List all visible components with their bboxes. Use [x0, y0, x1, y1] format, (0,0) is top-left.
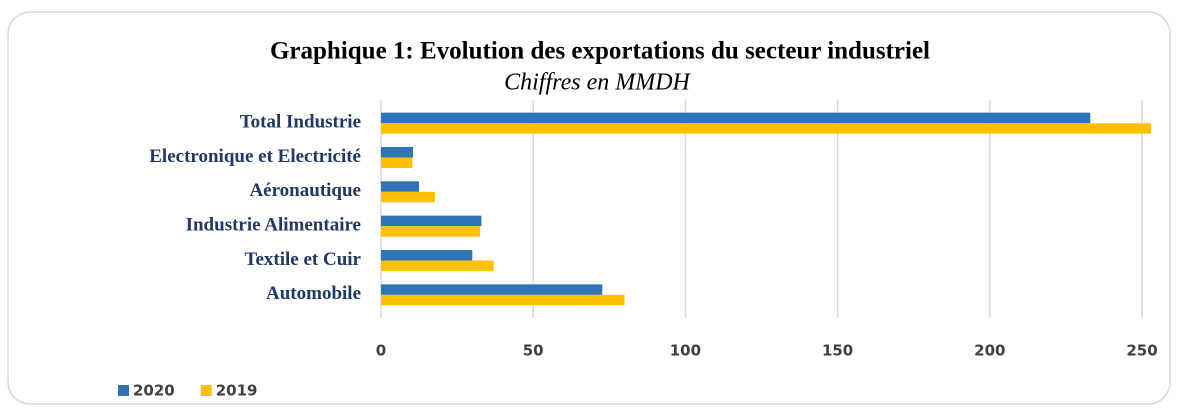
- bar: [381, 294, 625, 306]
- bar: [381, 191, 435, 203]
- bar: [381, 250, 473, 261]
- chart-title: Graphique 1: Evolution des exportations …: [270, 38, 930, 65]
- y-tick-label: Total Industrie: [240, 112, 361, 133]
- bar: [381, 112, 1091, 124]
- y-tick-label: Electronique et Electricité: [149, 146, 361, 167]
- legend-swatch: [118, 385, 129, 396]
- bar: [381, 215, 482, 227]
- legend-label: 2019: [216, 382, 258, 400]
- bar: [381, 260, 494, 271]
- legend-swatch: [200, 385, 212, 396]
- x-tick-label: 250: [1126, 342, 1157, 360]
- y-tick-label: Textile et Cuir: [245, 249, 362, 270]
- chart-frame: [7, 11, 1171, 405]
- y-tick-label: Aéronautique: [249, 180, 361, 201]
- y-tick-label: Automobile: [266, 283, 361, 304]
- x-tick-label: 100: [670, 342, 701, 360]
- x-tick-label: 150: [822, 342, 853, 360]
- legend-label: 2020: [133, 382, 175, 400]
- bar: [381, 123, 1152, 134]
- chart-subtitle: Chiffres en MMDH: [504, 70, 691, 96]
- x-tick-label: 200: [974, 342, 1005, 360]
- bar: [381, 181, 420, 192]
- y-tick-label: Industrie Alimentaire: [186, 215, 361, 236]
- bar: [381, 226, 480, 237]
- x-tick-label: 50: [523, 342, 544, 360]
- bar: [381, 157, 413, 168]
- bar: [381, 147, 413, 158]
- bar: [381, 284, 603, 295]
- x-tick-label: 0: [376, 342, 386, 360]
